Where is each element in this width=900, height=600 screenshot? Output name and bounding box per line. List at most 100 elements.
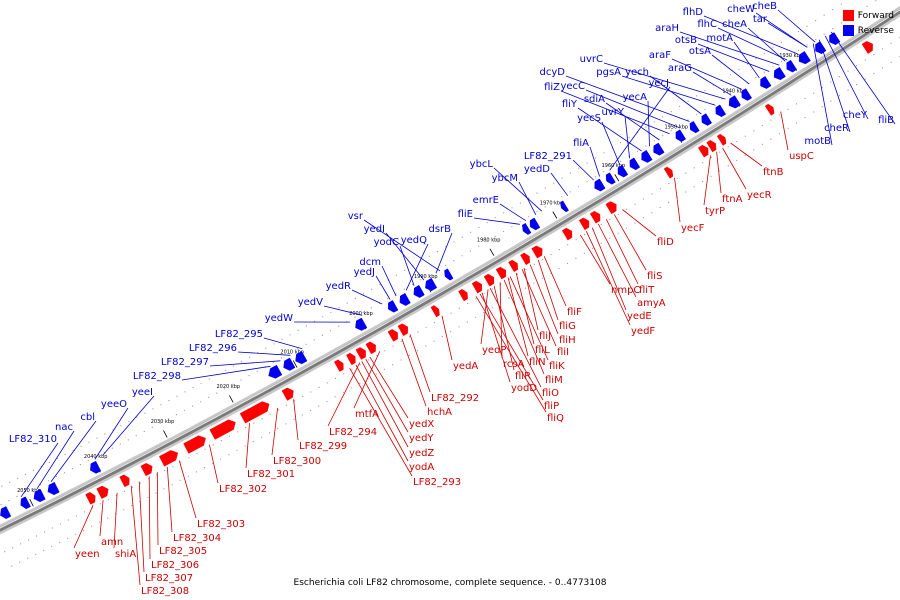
gene-label-lf82-301[interactable]: LF82_301 [247,469,295,480]
gene-label-ybcl[interactable]: ybcL [470,159,494,170]
gene-label-mtfa[interactable]: mtfA [355,409,379,420]
gene-label-cheb[interactable]: cheB [752,1,777,12]
gene-label-ybcm[interactable]: ybcM [492,173,518,184]
gene-label-yedf[interactable]: yedF [631,326,655,337]
gene-label-lf82-307[interactable]: LF82_307 [145,573,193,584]
gene-label-chea[interactable]: cheA [722,19,747,30]
gene-label-flip[interactable]: fliP [544,401,559,412]
gene-label-shia[interactable]: shiA [115,549,136,560]
gene-label-yeei[interactable]: yeeI [132,387,153,398]
gene-label-chew[interactable]: cheW [727,4,755,15]
gene-label-lf82-296[interactable]: LF82_296 [189,343,237,354]
gene-label-tyrp[interactable]: tyrP [705,206,725,217]
gene-label-lf82-299[interactable]: LF82_299 [299,441,347,452]
gene-label-lf82-310[interactable]: LF82_310 [9,434,57,445]
gene-label-yedw[interactable]: yedW [265,313,293,324]
gene-label-flie[interactable]: fliE [458,209,473,220]
gene-label-dcyd[interactable]: dcyD [540,67,566,78]
gene-label-uvrc[interactable]: uvrC [580,54,603,65]
gene-label-motb[interactable]: motB [804,136,831,147]
gene-label-emre[interactable]: emrE [473,195,499,206]
gene-label-yedj[interactable]: yedJ [354,267,375,278]
gene-label-araf[interactable]: araF [649,50,671,61]
gene-label-yede[interactable]: yedE [627,311,652,322]
gene-label-yecc[interactable]: yecC [560,81,585,92]
gene-label-flis[interactable]: fliS [647,271,662,282]
gene-label-yodd[interactable]: yodD [511,383,537,394]
gene-label-flit[interactable]: fliT [639,285,655,296]
gene-label-nmpc[interactable]: nmpC [611,285,640,296]
gene-label-flhd[interactable]: flhD [683,7,704,18]
gene-label-lf82-298[interactable]: LF82_298 [133,371,181,382]
gene-label-yecj[interactable]: yecJ [648,78,669,89]
gene-label-lf82-294[interactable]: LF82_294 [329,427,377,438]
gene-label-uspc[interactable]: uspC [789,151,814,162]
gene-label-yedp[interactable]: yedP [482,345,506,356]
gene-label-lf82-302[interactable]: LF82_302 [219,484,267,495]
gene-label-cher[interactable]: cheR [824,123,849,134]
gene-label-otsb[interactable]: otsB [675,35,697,46]
gene-label-ftnb[interactable]: ftnB [763,167,784,178]
gene-label-uvry[interactable]: uvrY [602,107,625,118]
gene-label-yeen[interactable]: yeen [75,549,100,560]
gene-label-ftna[interactable]: ftnA [722,194,743,205]
gene-label-flib[interactable]: fliB [878,115,894,126]
gene-label-lf82-308[interactable]: LF82_308 [141,586,189,597]
gene-label-yedq[interactable]: yedQ [401,235,427,246]
gene-label-yecr[interactable]: yecR [747,190,772,201]
gene-label-dsrb[interactable]: dsrB [428,224,451,235]
gene-label-rcsa[interactable]: rcsA [503,359,525,370]
gene-label-lf82-303[interactable]: LF82_303 [197,519,245,530]
gene-label-lf82-297[interactable]: LF82_297 [161,357,209,368]
gene-label-flin[interactable]: fliN [529,357,546,368]
gene-label-yecs[interactable]: yecS [577,113,601,124]
gene-label-lf82-306[interactable]: LF82_306 [151,560,199,571]
gene-label-cbl[interactable]: cbl [80,412,95,423]
gene-label-hcha[interactable]: hchA [427,407,452,418]
gene-label-yedz[interactable]: yedZ [409,448,434,459]
gene-label-amya[interactable]: amyA [637,298,666,309]
gene-label-yeeo[interactable]: yeeO [101,399,127,410]
gene-label-chey[interactable]: cheY [843,110,868,121]
gene-label-flhc[interactable]: flhC [697,19,717,30]
gene-label-flij[interactable]: fliJ [539,331,551,342]
gene-label-flim[interactable]: fliM [545,375,563,386]
gene-label-yedr[interactable]: yedR [326,281,351,292]
gene-label-flil[interactable]: fliL [535,345,550,356]
gene-label-mota[interactable]: motA [706,33,733,44]
gene-label-flik[interactable]: fliK [549,361,565,372]
gene-label-yedx[interactable]: yedX [409,419,434,430]
gene-label-fliq[interactable]: fliQ [547,413,564,424]
gene-label-dcm[interactable]: dcm [359,257,381,268]
gene-label-flii[interactable]: fliI [557,347,569,358]
gene-label-tar[interactable]: tar [753,14,768,25]
gene-label-yedv[interactable]: yedV [298,297,323,308]
gene-label-yedy[interactable]: yedY [409,433,434,444]
gene-label-flih[interactable]: fliH [559,335,576,346]
gene-label-yoda[interactable]: yodA [409,462,434,473]
gene-label-lf82-292[interactable]: LF82_292 [431,393,479,404]
gene-label-pgsa[interactable]: pgsA [596,67,621,78]
gene-label-yodc[interactable]: yodC [374,237,399,248]
gene-label-yedd[interactable]: yedD [524,164,550,175]
gene-label-vsr[interactable]: vsr [348,211,364,222]
gene-label-sdia[interactable]: sdiA [584,94,605,105]
gene-label-lf82-295[interactable]: LF82_295 [215,329,263,340]
gene-label-lf82-291[interactable]: LF82_291 [524,151,572,162]
gene-label-yeda[interactable]: yedA [453,361,478,372]
gene-label-lf82-305[interactable]: LF82_305 [159,546,207,557]
gene-label-yeca[interactable]: yecA [623,92,648,103]
gene-label-nac[interactable]: nac [55,422,73,433]
gene-label-flio[interactable]: fliO [542,388,559,399]
gene-label-lf82-304[interactable]: LF82_304 [173,533,221,544]
gene-label-flia[interactable]: fliA [573,138,589,149]
gene-label-yecf[interactable]: yecF [681,223,705,234]
gene-label-flig[interactable]: fliG [559,321,576,332]
gene-label-lf82-293[interactable]: LF82_293 [413,477,461,488]
gene-label-flir[interactable]: fliR [515,371,531,382]
gene-label-amn[interactable]: amn [101,537,123,548]
gene-label-yedi[interactable]: yedI [364,224,385,235]
gene-label-flid[interactable]: fliD [657,237,674,248]
gene-label-fliy[interactable]: fliY [562,99,578,110]
gene-label-arag[interactable]: araG [668,63,692,74]
